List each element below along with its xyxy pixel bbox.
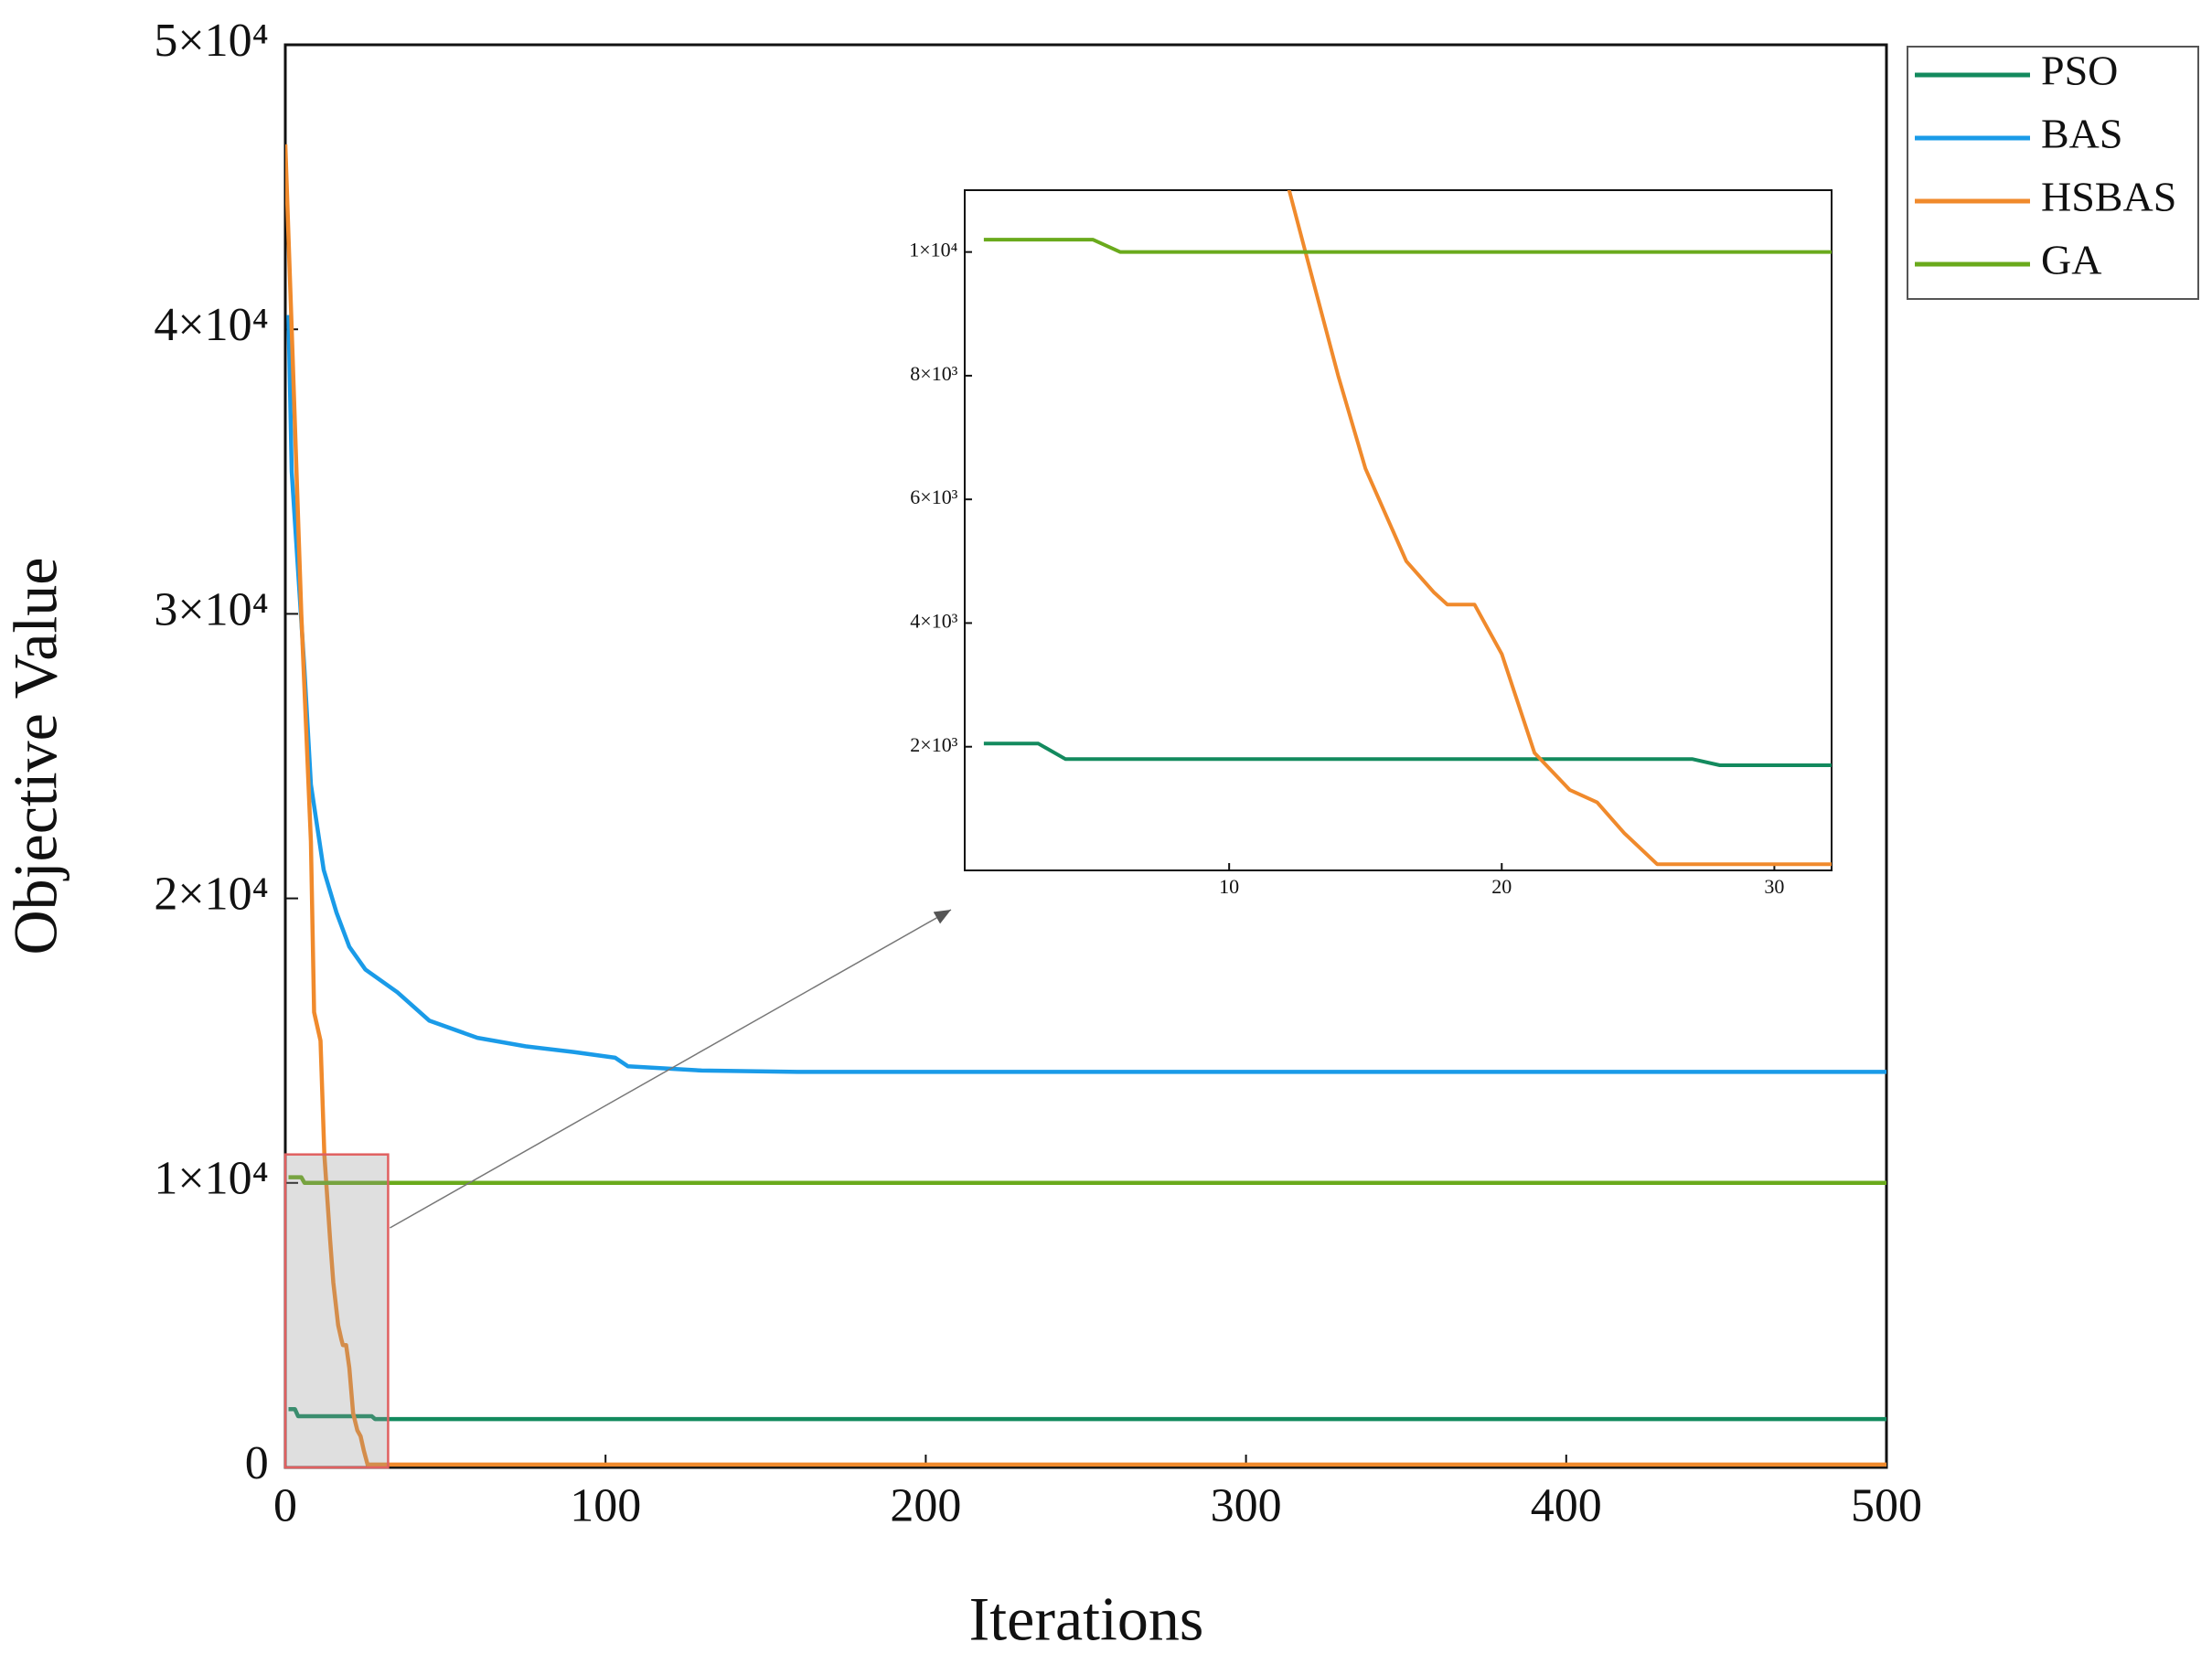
series-line	[285, 144, 1886, 1467]
series-group	[285, 144, 1886, 1467]
zoom-arrow	[390, 909, 952, 1229]
y-tick-label: 2×10⁴	[154, 869, 268, 921]
legend-label: HSBAS	[2041, 174, 2176, 220]
legend-label: GA	[2041, 237, 2101, 283]
y-tick-label: 4×10³	[910, 610, 957, 633]
y-tick-label: 0	[245, 1437, 269, 1489]
series-group	[983, 0, 2212, 867]
x-tick-label: 20	[1491, 875, 1512, 898]
x-tick-label: 500	[1851, 1480, 1922, 1532]
series-line	[984, 0, 2212, 11]
series-line	[983, 741, 1832, 767]
series-line	[286, 315, 1886, 1074]
legend-label: PSO	[2041, 48, 2118, 94]
x-tick-label: 300	[1211, 1480, 1282, 1532]
x-tick-label: 10	[1219, 875, 1239, 898]
zoom-region	[283, 1153, 390, 1469]
y-axis-label: Objective Value	[1, 558, 70, 955]
y-tick-label: 1×10⁴	[154, 1153, 268, 1205]
y-tick-label: 3×10⁴	[154, 583, 268, 635]
y-tick-label: 4×10⁴	[154, 299, 268, 351]
series-line	[983, 238, 1832, 254]
series-line	[288, 1406, 1886, 1422]
plot-frame	[964, 189, 1833, 871]
x-tick-label: 0	[273, 1480, 297, 1532]
y-tick-label: 6×10³	[910, 485, 957, 508]
y-tick-label: 8×10³	[910, 362, 957, 385]
x-axis-label: Iterations	[969, 1584, 1204, 1654]
series-line	[288, 1175, 1886, 1186]
x-tick-label: 200	[890, 1480, 961, 1532]
legend-box	[1907, 46, 2199, 300]
y-tick-label: 2×10³	[910, 733, 957, 756]
y-tick-label: 5×10⁴	[154, 15, 268, 67]
x-tick-label: 30	[1764, 875, 1784, 898]
legend-label: BAS	[2041, 111, 2122, 157]
y-tick-label: 1×10⁴	[909, 239, 957, 261]
x-tick-label: 400	[1531, 1480, 1602, 1532]
series-line	[1287, 190, 1832, 867]
x-tick-label: 100	[570, 1480, 641, 1532]
